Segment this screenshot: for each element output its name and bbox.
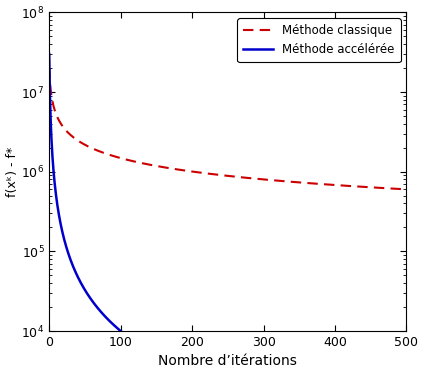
Méthode accélérée	[117, 328, 122, 332]
Méthode accélérée	[47, 52, 52, 56]
Legend: Méthode classique, Méthode accélérée: Méthode classique, Méthode accélérée	[237, 18, 401, 62]
Méthode accélérée	[90, 299, 95, 303]
Line: Méthode classique: Méthode classique	[49, 68, 407, 189]
Méthode accélérée	[65, 248, 70, 253]
Méthode classique	[150, 163, 155, 168]
Méthode classique	[177, 168, 182, 172]
Méthode accélérée	[84, 291, 89, 295]
Méthode classique	[281, 179, 286, 183]
Méthode accélérée	[106, 318, 111, 322]
Méthode accélérée	[82, 287, 87, 292]
Méthode classique	[135, 160, 140, 165]
Méthode accélérée	[118, 329, 123, 334]
Line: Méthode accélérée: Méthode accélérée	[49, 54, 121, 331]
Y-axis label: f(xᵏ) - f*: f(xᵏ) - f*	[6, 147, 19, 197]
Méthode classique	[404, 187, 409, 191]
Méthode classique	[47, 66, 52, 70]
X-axis label: Nombre d’itérations: Nombre d’itérations	[159, 355, 297, 368]
Méthode classique	[277, 178, 282, 183]
Méthode classique	[343, 183, 348, 188]
